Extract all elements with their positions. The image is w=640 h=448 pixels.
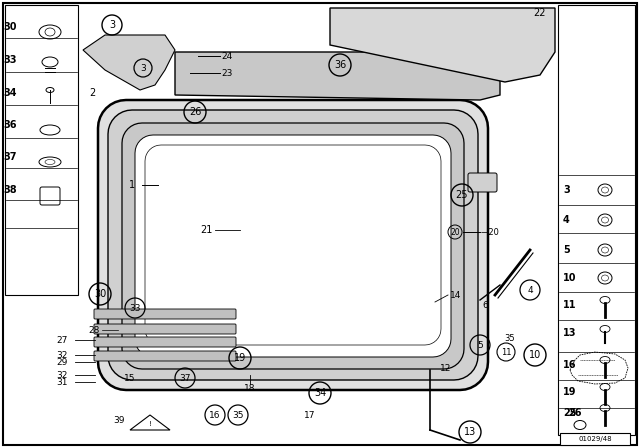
Text: 15: 15: [124, 374, 136, 383]
Text: 37: 37: [3, 152, 17, 162]
Text: 17: 17: [304, 410, 316, 419]
Text: 6: 6: [482, 301, 488, 310]
Text: 30: 30: [3, 22, 17, 32]
Text: 26: 26: [568, 408, 582, 418]
Text: 11: 11: [500, 348, 511, 357]
Text: 14: 14: [450, 290, 461, 300]
Text: 20: 20: [450, 228, 460, 237]
Text: 01029/48: 01029/48: [578, 436, 612, 442]
Text: 21: 21: [200, 225, 212, 235]
Text: 38: 38: [3, 185, 17, 195]
FancyBboxPatch shape: [94, 351, 236, 361]
Text: 25: 25: [563, 408, 577, 418]
Text: 34: 34: [314, 388, 326, 398]
Text: 31: 31: [56, 378, 68, 387]
Text: 4: 4: [527, 285, 533, 294]
Text: 1: 1: [129, 180, 135, 190]
Text: 11: 11: [563, 300, 577, 310]
Text: 36: 36: [3, 120, 17, 130]
Text: 3: 3: [140, 64, 146, 73]
Text: 13: 13: [563, 328, 577, 338]
Text: 18: 18: [244, 383, 256, 392]
Text: 16: 16: [563, 360, 577, 370]
Polygon shape: [135, 135, 451, 357]
Text: 34: 34: [3, 88, 17, 98]
Text: 33: 33: [3, 55, 17, 65]
Polygon shape: [108, 110, 478, 380]
FancyBboxPatch shape: [94, 309, 236, 319]
Text: 27: 27: [56, 336, 68, 345]
Text: 25: 25: [456, 190, 468, 200]
Text: 39: 39: [113, 415, 125, 425]
Text: 26: 26: [189, 107, 201, 117]
Bar: [560, 433, 630, 445]
Text: 4: 4: [563, 215, 570, 225]
Text: 19: 19: [563, 387, 577, 397]
Text: —20: —20: [481, 228, 500, 237]
Text: 13: 13: [464, 427, 476, 437]
FancyBboxPatch shape: [94, 337, 236, 347]
Bar: [5, 5, 78, 295]
Text: !: !: [148, 421, 152, 427]
Text: 12: 12: [440, 363, 451, 372]
Text: 37: 37: [179, 374, 191, 383]
Polygon shape: [83, 35, 175, 90]
Polygon shape: [175, 52, 500, 100]
Text: 35: 35: [505, 333, 515, 343]
Text: 24: 24: [221, 52, 232, 60]
Text: 3: 3: [109, 20, 115, 30]
Text: 5: 5: [563, 245, 570, 255]
Text: 33: 33: [129, 303, 141, 313]
Text: 3: 3: [563, 185, 570, 195]
FancyBboxPatch shape: [94, 324, 236, 334]
Text: 36: 36: [334, 60, 346, 70]
Text: 35: 35: [232, 410, 244, 419]
Text: 19: 19: [234, 353, 246, 363]
Text: 30: 30: [94, 289, 106, 299]
Text: 10: 10: [529, 350, 541, 360]
Polygon shape: [122, 123, 464, 369]
Polygon shape: [98, 100, 488, 390]
Text: 16: 16: [209, 410, 221, 419]
Text: 5: 5: [477, 340, 483, 349]
Text: 22: 22: [534, 8, 547, 18]
FancyBboxPatch shape: [468, 173, 497, 192]
Text: 32: 32: [56, 350, 68, 359]
Polygon shape: [330, 8, 555, 82]
Text: 28: 28: [88, 326, 100, 335]
Bar: [558, 5, 635, 435]
Text: 32: 32: [56, 370, 68, 379]
Text: 29: 29: [56, 358, 68, 366]
Text: 2: 2: [89, 88, 95, 98]
Text: 23: 23: [221, 69, 232, 78]
Text: 10: 10: [563, 273, 577, 283]
